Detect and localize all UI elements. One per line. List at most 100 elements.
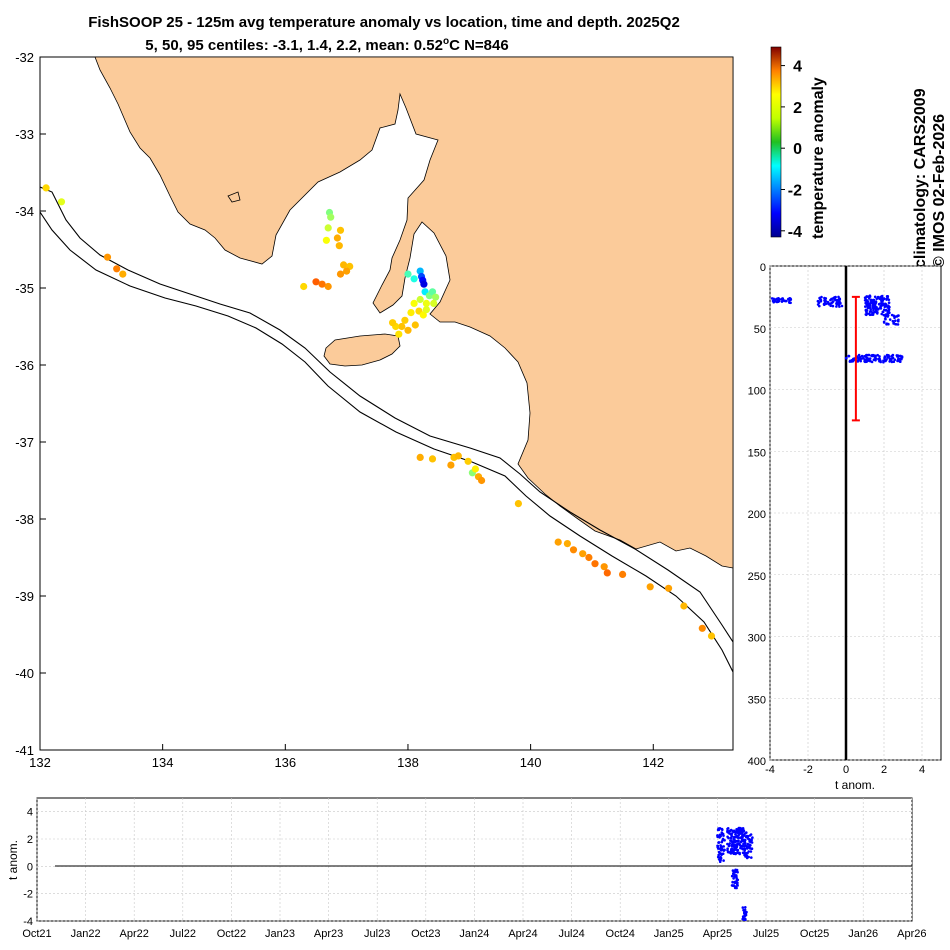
map-point-9	[336, 226, 345, 234]
map-point-36	[401, 316, 409, 324]
time-point-310	[730, 874, 734, 878]
map-point-54	[471, 465, 479, 473]
time-xtick-label-2: Apr22	[120, 928, 149, 940]
depth-point-94	[836, 298, 839, 302]
depth-point-237	[865, 312, 869, 315]
depth-point-403	[863, 359, 866, 363]
map-point-0	[42, 184, 50, 192]
time-xtick-label-14: Apr25	[703, 928, 732, 940]
time-ytick-label-2: 0	[27, 861, 33, 873]
time-point-301	[736, 870, 739, 874]
depth-point-218	[880, 302, 884, 305]
map-point-48	[454, 452, 462, 460]
time-point-8	[722, 859, 725, 862]
depth-ytick-label-3: 150	[748, 447, 766, 459]
time-point-210	[734, 847, 737, 850]
depth-point-371	[845, 356, 848, 360]
depth-point-289	[892, 322, 895, 325]
depth-point-408	[895, 354, 899, 357]
map-point-39	[395, 330, 403, 338]
chart-title: FishSOOP 25 - 125m avg temperature anoma…	[88, 14, 680, 31]
time-point-335	[744, 913, 748, 917]
map-point-49	[447, 461, 455, 469]
time-grid	[36, 798, 913, 922]
depth-point-350	[876, 353, 879, 357]
map-x-axis: 132 134 136 138 140 142	[29, 744, 664, 770]
depth-point-248	[873, 303, 877, 307]
depth-xtick-label-1: -2	[803, 764, 813, 776]
depth-point-397	[852, 357, 855, 361]
depth-point-83	[818, 298, 822, 301]
map-point-31	[422, 299, 430, 307]
depth-point-109	[828, 302, 831, 306]
time-point-317	[736, 878, 740, 882]
time-point-308	[731, 881, 735, 884]
time-point-339	[744, 917, 747, 921]
time-point-318	[736, 882, 739, 885]
map-point-42	[419, 311, 427, 319]
time-xtick-label-16: Oct25	[800, 928, 829, 940]
depth-point-202	[882, 297, 886, 301]
map-point-67	[680, 602, 688, 610]
depth-point-258	[871, 304, 875, 307]
depth-point-389	[872, 358, 876, 362]
map-point-44	[389, 319, 397, 327]
map-point-69	[707, 632, 716, 640]
depth-point-274	[888, 318, 892, 321]
map-point-17	[318, 280, 326, 288]
map-point-57	[563, 540, 572, 548]
depth-point-343	[900, 355, 903, 358]
depth-point-276	[897, 318, 900, 322]
time-xtick-label-5: Jan23	[265, 928, 295, 940]
map-point-40	[404, 326, 412, 334]
depth-point-215	[887, 301, 891, 305]
depth-ytick-label-2: 100	[748, 386, 766, 398]
depth-point-285	[884, 314, 887, 318]
depth-point-363	[847, 354, 851, 358]
map-ytick-label-6: -38	[15, 512, 34, 527]
map-point-28	[428, 288, 437, 296]
depth-point-395	[862, 357, 865, 360]
time-point-214	[726, 850, 730, 854]
time-points	[716, 826, 754, 921]
depth-point-242	[874, 308, 878, 311]
time-point-208	[740, 827, 743, 830]
depth-point-385	[870, 360, 874, 364]
time-ytick-label-3: -2	[23, 889, 33, 901]
time-point-187	[732, 837, 735, 841]
time-point-179	[730, 839, 733, 843]
colorbar-tick-label-1: 2	[793, 100, 802, 117]
time-xtick-label-0: Oct21	[22, 928, 51, 940]
time-xtick-label-6: Apr23	[314, 928, 343, 940]
time-point-47	[718, 836, 721, 839]
depth-point-375	[870, 354, 873, 358]
depth-point-351	[863, 355, 866, 358]
depth-xtick-label-0: -4	[765, 764, 775, 776]
time-point-263	[743, 833, 746, 836]
map-xtick-label-0: 132	[29, 755, 51, 770]
map-panel: 132 134 136 138 140 142 -32 -33 -34 -35 -36 -37 -38…	[15, 50, 734, 770]
time-point-260	[743, 847, 746, 850]
time-point-195	[736, 851, 740, 855]
time-point-276	[743, 841, 747, 845]
depth-point-214	[879, 307, 883, 310]
map-xtick-label-3: 138	[397, 755, 419, 770]
map-point-6	[327, 213, 335, 221]
time-point-245	[751, 836, 754, 839]
time-point-191	[732, 843, 736, 847]
depth-ytick-label-1: 50	[754, 324, 766, 336]
map-point-46	[428, 455, 437, 463]
map-point-60	[585, 553, 593, 562]
depth-point-221	[872, 298, 876, 302]
depth-point-231	[874, 310, 877, 314]
depth-xtick-label-4: 4	[919, 764, 925, 776]
depth-xlabel: t anom.	[835, 778, 875, 792]
time-panel: Oct21 Jan22 Apr22 Jul22 Oct22 Jan23 Apr23 Jul23…	[6, 797, 926, 940]
time-point-59	[721, 837, 725, 841]
time-point-36	[720, 831, 724, 834]
time-point-204	[741, 835, 744, 839]
time-point-334	[744, 906, 747, 909]
map-ytick-label-3: -35	[15, 281, 34, 296]
depth-xtick-label-2: 0	[843, 764, 849, 776]
map-point-14	[343, 267, 351, 275]
